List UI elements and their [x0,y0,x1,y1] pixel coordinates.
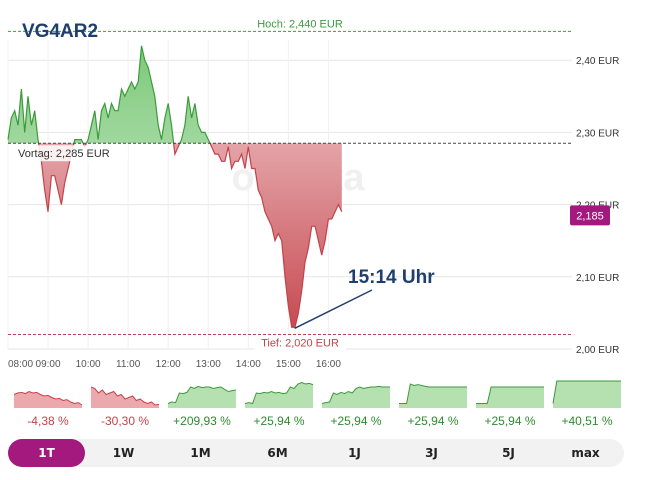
area-below-baseline [38,143,342,328]
low-label-bg [254,335,346,350]
sparkline-pct: +25,94 % [484,414,535,428]
sparkline-line [399,383,467,404]
x-tick-label: 08:00 [8,359,33,370]
low-label: Tief: 2,020 EUR [261,338,339,350]
sparkline-line [476,386,544,404]
sparkline-line [321,385,390,404]
sparkline-3: +25,94 % [244,381,314,428]
sparkline-area [476,387,544,408]
sparkline-line [167,385,237,404]
prev-close-label-bg [14,145,128,162]
sparkline-pct: +209,93 % [173,414,231,428]
range-tab-3j[interactable]: 3J [425,446,438,460]
area-fills [8,45,342,328]
sparkline-0: -4,38 % [13,390,83,428]
annotation-pointer [294,289,373,330]
y-tick-label: 2,30 EUR [576,128,619,139]
svg-text:2,185: 2,185 [576,210,604,222]
period-sparklines: -4,38 % -30,30 % +209,93 % +25,94 % +25,94 %… [13,380,621,428]
prev-close-label: Vortag: 2,285 EUR [18,148,110,160]
x-tick-label: 13:00 [196,359,221,370]
sparkline-5: +25,94 % [399,383,467,428]
x-tick-label: 12:00 [156,359,181,370]
reference-lines: Hoch: 2,440 EUR Vortag: 2,285 EUR Tief: 2,… [8,18,572,350]
range-tab-6m[interactable]: 6M [267,446,288,460]
sparkline-area [553,381,621,408]
sparkline-area [245,382,313,408]
sparkline-pct: +40,51 % [561,414,612,428]
range-tab-1m[interactable]: 1M [190,446,211,460]
price-lines [7,45,343,328]
y-tick-label: 2,10 EUR [576,273,619,284]
x-tick-label: 11:00 [116,359,141,370]
y-tick-label: 2,00 EUR [576,345,619,356]
last-price-badge: 2,185 [570,205,610,226]
x-tick-label: 09:00 [36,359,61,370]
annotation-label: 15:14 Uhr [348,267,435,288]
x-tick-label: 15:00 [276,359,301,370]
x-tick-label: 10:00 [76,359,101,370]
sparkline-4: +25,94 % [321,385,390,428]
range-tab-5j[interactable]: 5J [502,446,515,460]
sparkline-1: -30,30 % [90,386,160,428]
sparkline-area [14,391,82,408]
sparkline-pct: +25,94 % [407,414,458,428]
range-tab-max[interactable]: max [571,446,600,460]
sparkline-pct: -30,30 % [101,414,149,428]
sparkline-line [13,390,83,406]
x-tick-label: 16:00 [316,359,341,370]
sparkline-line [90,386,160,406]
sparkline-7: +40,51 % [552,380,621,428]
sparkline-pct: +25,94 % [253,414,304,428]
sparkline-area [322,386,390,408]
symbol-title: VG4AR2 [22,21,98,42]
sparkline-pct: -4,38 % [27,414,69,428]
range-tab-1j[interactable]: 1J [348,446,361,460]
range-tab-1w[interactable]: 1W [112,446,135,460]
sparkline-6: +25,94 % [476,386,544,428]
sparkline-area [399,384,467,408]
x-axis: 08:00 09:00 10:00 11:00 12:00 13:00 14:00 15:00… [8,359,341,370]
range-tab-1t[interactable]: 1T [8,439,85,467]
sparkline-2: +209,93 % [167,385,237,428]
sparkline-line [552,380,621,404]
range-selector: 1T 1W 1M 6M 1J 3J 5J max [8,439,624,467]
sparkline-area [168,386,236,408]
price-line-down [37,143,343,328]
x-tick-label: 14:00 [236,359,261,370]
sparkline-area [91,387,159,408]
sparkline-pct: +25,94 % [330,414,381,428]
high-label: Hoch: 2,440 EUR [257,18,343,30]
y-tick-label: 2,40 EUR [576,56,619,67]
sparkline-line [244,381,314,405]
